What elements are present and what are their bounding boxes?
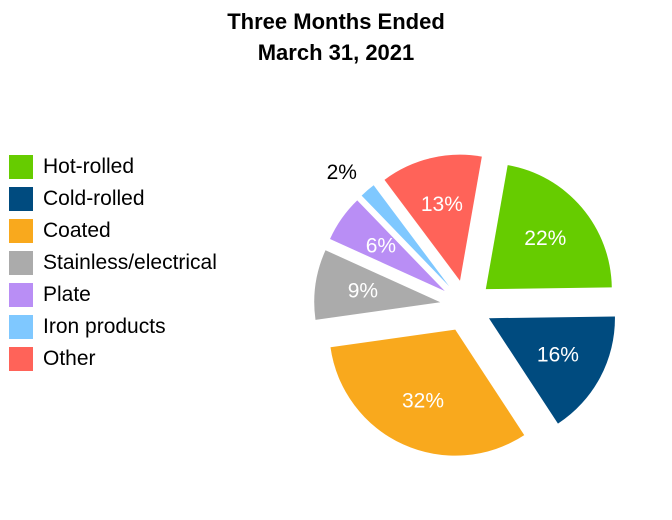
legend-item-stainless-electrical: Stainless/electrical bbox=[9, 247, 217, 279]
legend-item-coated: Coated bbox=[9, 215, 217, 247]
pie-slice-iron-products bbox=[361, 185, 450, 287]
pie-slice-plate bbox=[330, 200, 445, 292]
legend-swatch bbox=[9, 347, 33, 371]
legend-swatch bbox=[9, 155, 33, 179]
legend-item-hot-rolled: Hot-rolled bbox=[9, 151, 217, 183]
pie-slice-cold-rolled bbox=[488, 316, 615, 424]
chart-title-line2: March 31, 2021 bbox=[257, 40, 415, 65]
legend: Hot-rolled Cold-rolled Coated Stainless/… bbox=[9, 151, 217, 375]
slice-label-plate: 6% bbox=[366, 234, 396, 257]
slice-label-stainless-electrical: 9% bbox=[348, 280, 378, 303]
slice-label-cold-rolled: 16% bbox=[537, 343, 579, 366]
legend-label: Hot-rolled bbox=[43, 155, 135, 178]
slice-label-coated: 32% bbox=[402, 389, 444, 412]
chart-title-line1: Three Months Ended bbox=[227, 9, 445, 34]
legend-swatch bbox=[9, 283, 33, 307]
legend-swatch bbox=[9, 315, 33, 339]
pie-slice-other bbox=[384, 154, 482, 281]
legend-swatch bbox=[9, 187, 33, 211]
legend-label: Stainless/electrical bbox=[43, 251, 217, 274]
legend-label: Iron products bbox=[43, 315, 166, 338]
legend-item-iron-products: Iron products bbox=[9, 311, 217, 343]
legend-item-other: Other bbox=[9, 343, 217, 375]
chart-title: Three Months Ended March 31, 2021 bbox=[0, 6, 672, 68]
legend-label: Other bbox=[43, 347, 96, 370]
legend-swatch bbox=[9, 251, 33, 275]
pie-slice-hot-rolled bbox=[485, 165, 612, 290]
legend-item-plate: Plate bbox=[9, 279, 217, 311]
legend-label: Cold-rolled bbox=[43, 187, 145, 210]
slice-label-hot-rolled: 22% bbox=[524, 227, 566, 250]
slice-label-other: 13% bbox=[421, 193, 463, 216]
pie-slice-coated bbox=[330, 329, 525, 456]
slice-label-iron-products: 2% bbox=[327, 161, 357, 184]
pie-slice-stainless-electrical bbox=[314, 250, 441, 320]
legend-item-cold-rolled: Cold-rolled bbox=[9, 183, 217, 215]
legend-label: Plate bbox=[43, 283, 91, 306]
legend-swatch bbox=[9, 219, 33, 243]
legend-label: Coated bbox=[43, 219, 111, 242]
